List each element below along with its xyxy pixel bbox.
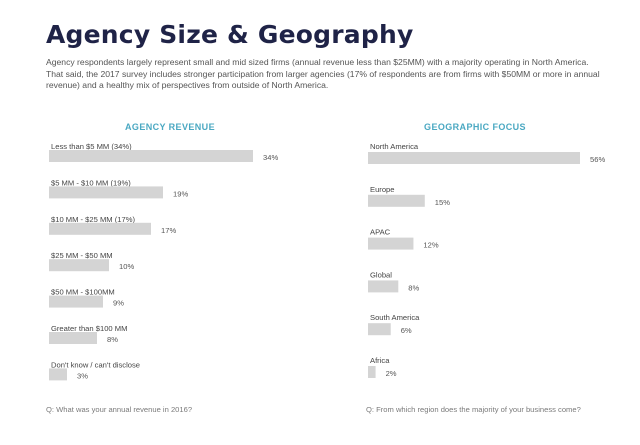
page-title: Agency Size & Geography xyxy=(46,20,414,49)
revenue-value-label: 3% xyxy=(77,371,88,380)
revenue-category-label: $5 MM - $10 MM (19%) xyxy=(51,178,131,187)
geography-value-label: 6% xyxy=(401,326,412,335)
geography-category-label: Africa xyxy=(370,356,390,365)
geography-value-label: 56% xyxy=(590,155,605,164)
geography-category-label: South America xyxy=(370,313,420,322)
geography-category-label: Global xyxy=(370,270,392,279)
revenue-value-label: 19% xyxy=(173,189,188,198)
geography-value-label: 12% xyxy=(423,241,438,250)
revenue-value-label: 9% xyxy=(113,299,124,308)
geography-value-label: 8% xyxy=(408,283,419,292)
revenue-bar xyxy=(49,150,253,162)
revenue-category-label: $10 MM - $25 MM (17%) xyxy=(51,215,135,224)
revenue-bar xyxy=(49,332,97,344)
geography-bar xyxy=(368,152,580,164)
revenue-value-label: 10% xyxy=(119,262,134,271)
geography-chart-title: GEOGRAPHIC FOCUS xyxy=(424,122,526,132)
revenue-chart-title: AGENCY REVENUE xyxy=(125,122,215,132)
revenue-bar xyxy=(49,368,67,381)
geography-category-label: North America xyxy=(370,142,419,151)
geography-bar xyxy=(368,280,399,293)
geography-value-label: 2% xyxy=(386,369,397,378)
geography-bar xyxy=(368,323,391,336)
geography-category-label: APAC xyxy=(370,228,391,237)
revenue-bar xyxy=(49,295,103,308)
revenue-value-label: 8% xyxy=(107,335,118,344)
revenue-category-label: $25 MM - $50 MM xyxy=(51,251,113,260)
intro-paragraph: Agency respondents largely represent sma… xyxy=(46,57,600,90)
revenue-question: Q: What was your annual revenue in 2016? xyxy=(46,405,193,414)
geography-category-label: Europe xyxy=(370,185,395,194)
geography-bar xyxy=(368,194,425,207)
geography-value-label: 15% xyxy=(435,198,450,207)
revenue-value-label: 34% xyxy=(263,153,278,162)
revenue-value-label: 17% xyxy=(161,226,176,235)
revenue-bar xyxy=(49,186,163,199)
revenue-bar xyxy=(49,259,109,272)
revenue-category-label: Less than $5 MM (34%) xyxy=(51,142,132,151)
geography-bar xyxy=(368,366,376,378)
geography-question: Q: From which region does the majority o… xyxy=(366,405,581,414)
revenue-category-label: Greater than $100 MM xyxy=(51,324,127,333)
revenue-bar xyxy=(49,222,151,235)
revenue-category-label: Don't know / can't disclose xyxy=(51,360,140,369)
geography-bar xyxy=(368,237,414,250)
revenue-category-label: $50 MM - $100MM xyxy=(51,288,115,297)
